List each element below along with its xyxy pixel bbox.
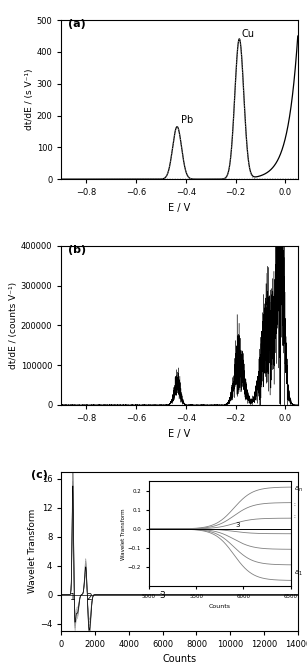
X-axis label: E / V: E / V: [169, 429, 191, 439]
X-axis label: Counts: Counts: [162, 654, 197, 664]
Y-axis label: Wavelet Transform: Wavelet Transform: [28, 509, 37, 593]
Y-axis label: dt/dE / (counts V⁻¹): dt/dE / (counts V⁻¹): [9, 282, 18, 369]
Text: Cu: Cu: [242, 29, 255, 39]
Text: (c): (c): [31, 470, 48, 480]
Text: (a): (a): [68, 19, 85, 29]
Text: (b): (b): [68, 245, 86, 255]
Y-axis label: dt/dE / (s V⁻¹): dt/dE / (s V⁻¹): [25, 69, 34, 130]
Text: 2: 2: [86, 592, 92, 602]
Text: 1: 1: [69, 592, 75, 602]
X-axis label: E / V: E / V: [169, 203, 191, 213]
Text: 3: 3: [159, 591, 165, 601]
Text: Pb: Pb: [181, 115, 193, 125]
